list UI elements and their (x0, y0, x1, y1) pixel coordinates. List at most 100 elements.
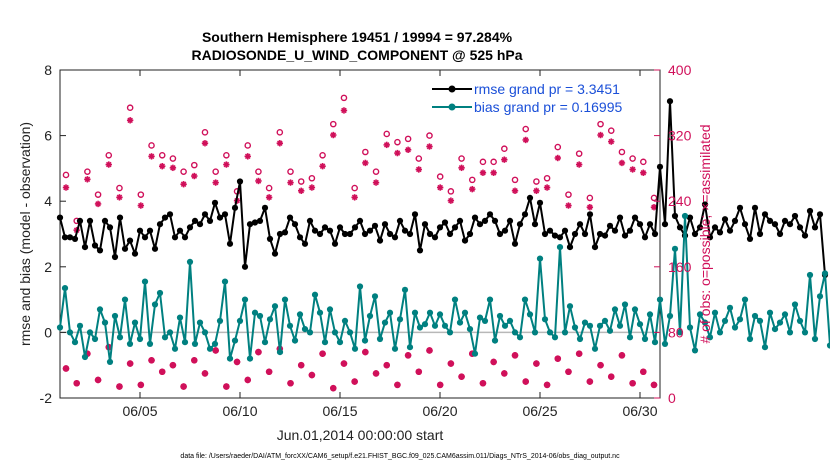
star-stroke (212, 347, 219, 354)
bias-point (691, 347, 699, 354)
obs-assimilated-marker-low (597, 362, 604, 369)
star-stroke (437, 382, 443, 388)
obs-assimilated-marker (640, 169, 647, 176)
star-stroke (619, 352, 625, 359)
rmse-point (521, 211, 529, 218)
bias-point (646, 311, 654, 318)
star-stroke (512, 352, 518, 359)
bias-point (316, 309, 324, 316)
x-tick-label: 06/30 (622, 403, 657, 419)
obs-possible-marker (169, 155, 177, 162)
rmse-point (156, 221, 164, 228)
star-stroke (159, 163, 166, 170)
star-stroke (73, 380, 80, 387)
obs-assimilated-marker (137, 202, 145, 209)
bias-point (426, 309, 434, 316)
star-stroke (501, 370, 508, 377)
rmse-point (201, 211, 209, 218)
rmse-point (746, 235, 754, 242)
obs-assimilated-marker-low (554, 355, 561, 362)
star-stroke (351, 378, 358, 385)
obs-assimilated-marker-low (137, 381, 145, 389)
rmse-point (301, 240, 309, 247)
bias-point (796, 317, 804, 324)
rmse-point (656, 163, 664, 170)
bias-point (291, 337, 299, 344)
star-stroke (362, 349, 369, 355)
rmse-point (671, 212, 679, 220)
rmse-point (816, 211, 824, 218)
obs-assimilated-marker (308, 184, 316, 191)
bias-point (356, 283, 364, 290)
obs-assimilated-marker-low (169, 362, 177, 369)
rmse-point (256, 217, 264, 224)
rmse-point (516, 221, 524, 228)
bias-point (521, 296, 529, 303)
obs-assimilated-marker (265, 194, 273, 201)
star-stroke (330, 385, 337, 391)
star-stroke (533, 360, 540, 367)
star-stroke (63, 365, 69, 372)
star-stroke (415, 166, 422, 173)
obs-assimilated-marker (490, 169, 497, 176)
y-right-tick-label: 400 (668, 62, 692, 78)
obs-assimilated-marker (212, 179, 219, 186)
obs-possible-marker (148, 142, 155, 149)
bias-point (251, 309, 259, 316)
rmse-point (536, 199, 544, 206)
rmse-point (696, 224, 704, 231)
bias-point (206, 345, 214, 352)
bias-point (771, 326, 779, 333)
rmse-point (346, 230, 354, 238)
obs-possible-marker (479, 158, 487, 166)
star-stroke (544, 184, 550, 191)
bias-point (581, 319, 589, 326)
star-stroke (405, 146, 411, 153)
footnote: data file: /Users/raeder/DAI/ATM_forcXX/… (180, 453, 620, 460)
bias-point (506, 317, 514, 324)
star-stroke (202, 370, 208, 377)
bias-point (611, 306, 619, 313)
obs-assimilated-marker-low (308, 371, 316, 379)
obs-assimilated-marker-low (426, 347, 433, 354)
obs-assimilated-marker-low (255, 348, 262, 356)
bias-point (631, 306, 639, 313)
obs-assimilated-marker-low (233, 358, 241, 366)
bias-point (126, 340, 134, 347)
rmse-point (91, 242, 99, 249)
bias-point (806, 271, 814, 279)
star-stroke (565, 202, 572, 209)
bias-point (761, 344, 769, 351)
obs-assimilated-marker-low (618, 352, 626, 359)
rmse-point (196, 221, 204, 228)
bias-point (711, 309, 719, 316)
star-stroke (309, 372, 315, 378)
bias-point (261, 339, 269, 346)
obs-possible-marker (212, 168, 219, 175)
bias-point (96, 306, 104, 313)
star-stroke (159, 368, 166, 375)
obs-assimilated-marker-low (404, 352, 412, 359)
bias-point (821, 270, 829, 277)
obs-assimilated-marker-low (650, 381, 658, 389)
obs-assimilated-marker-low (287, 380, 294, 387)
bias-point (536, 255, 544, 262)
rmse-point (296, 234, 304, 241)
obs-assimilated-marker (394, 149, 401, 157)
bias-point (801, 329, 809, 336)
obs-possible-marker (62, 171, 70, 179)
obs-possible-marker (372, 168, 380, 175)
bias-point (586, 322, 594, 329)
obs-assimilated-marker-low (586, 378, 594, 385)
rmse-point (636, 221, 644, 228)
star-stroke (309, 184, 315, 191)
bias-point (671, 245, 679, 252)
obs-assimilated-marker-low (543, 381, 551, 389)
obs-assimilated-marker (180, 181, 187, 188)
rmse-point (56, 214, 64, 221)
obs-assimilated-marker (447, 197, 455, 204)
rmse-point (211, 199, 219, 206)
bias-point (386, 309, 394, 316)
rmse-point (496, 230, 504, 238)
obs-assimilated-marker-low (73, 380, 80, 387)
